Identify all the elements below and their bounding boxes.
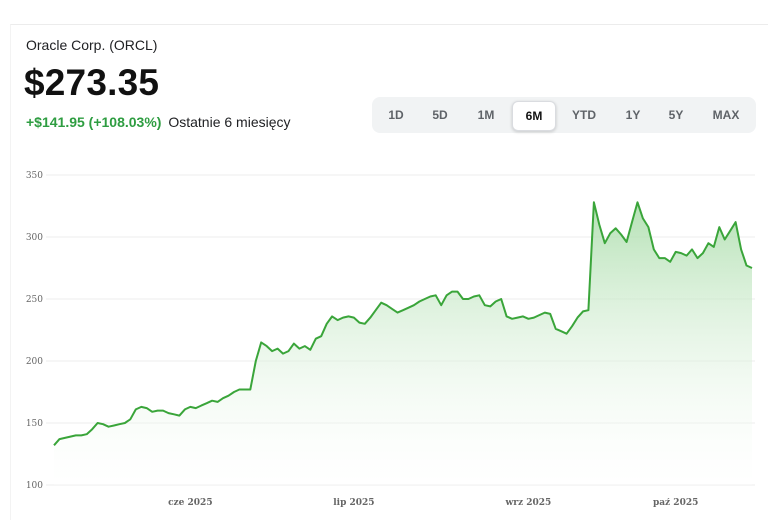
price-area bbox=[54, 202, 752, 486]
range-selector: 1D 5D 1M 6M YTD 1Y 5Y MAX bbox=[372, 97, 756, 133]
range-1m-button[interactable]: 1M bbox=[477, 108, 495, 122]
x-tick-label: lip 2025 bbox=[333, 498, 374, 508]
range-1d-button[interactable]: 1D bbox=[388, 108, 404, 122]
x-tick-label: paź 2025 bbox=[653, 498, 698, 508]
y-tick-label: 250 bbox=[26, 295, 43, 305]
period-label: Ostatnie 6 miesięcy bbox=[168, 114, 291, 130]
y-tick-label: 350 bbox=[26, 171, 43, 181]
range-5d-button[interactable]: 5D bbox=[432, 108, 448, 122]
y-tick-label: 150 bbox=[26, 419, 43, 429]
price-change: +$141.95 (+108.03%) bbox=[26, 114, 162, 130]
current-price: $273.35 bbox=[24, 62, 160, 103]
range-ytd-button[interactable]: YTD bbox=[572, 108, 596, 122]
x-tick-label: cze 2025 bbox=[168, 498, 213, 508]
change-row: +$141.95 (+108.03%) Ostatnie 6 miesięcy bbox=[26, 114, 291, 130]
y-tick-label: 100 bbox=[26, 481, 43, 491]
x-tick-label: wrz 2025 bbox=[505, 498, 552, 508]
range-1y-button[interactable]: 1Y bbox=[625, 108, 641, 122]
y-tick-label: 200 bbox=[26, 357, 43, 367]
y-tick-label: 300 bbox=[26, 233, 43, 243]
range-6m-button[interactable]: 6M bbox=[512, 101, 556, 131]
range-5y-button[interactable]: 5Y bbox=[668, 108, 684, 122]
price-line bbox=[53, 201, 753, 446]
company-name: Oracle Corp. (ORCL) bbox=[26, 37, 158, 53]
range-max-button[interactable]: MAX bbox=[712, 108, 740, 122]
